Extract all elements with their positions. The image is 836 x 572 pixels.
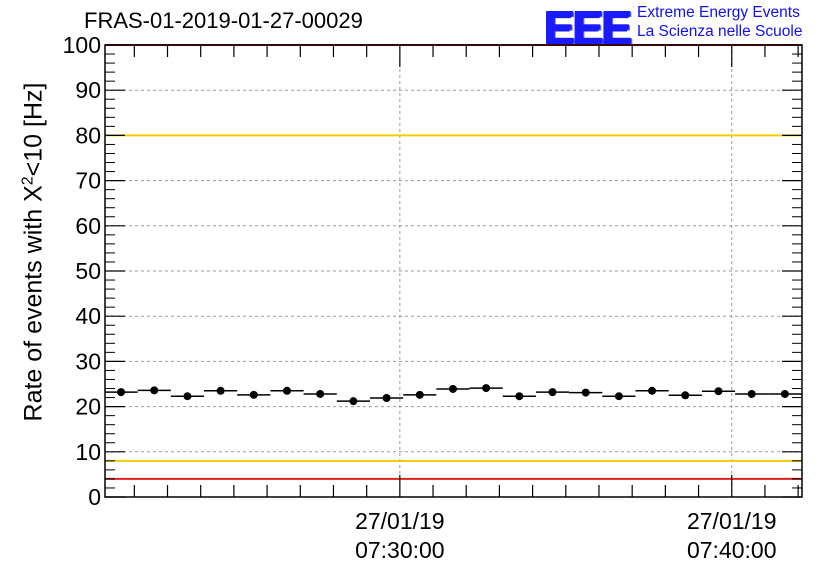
data-point — [382, 394, 391, 403]
data-point — [780, 389, 789, 398]
x-tick-date-label: 27/01/19 — [355, 508, 445, 534]
y-tick-label: 30 — [75, 348, 101, 374]
y-tick-label: 70 — [75, 168, 101, 194]
data-point — [150, 386, 159, 395]
y-tick-label: 10 — [75, 439, 101, 465]
data-points — [104, 384, 802, 406]
data-point — [714, 387, 723, 396]
chart-title: FRAS-01-2019-01-27-00029 — [84, 8, 363, 33]
data-point — [282, 386, 291, 395]
data-point — [349, 397, 358, 406]
y-tick-label: 90 — [75, 77, 101, 103]
logo-line-1: Extreme Energy Events — [637, 4, 800, 21]
logo-line-2: La Scienza nelle Scuole — [637, 23, 803, 40]
eee-logo-text: Extreme Energy Events La Scienza nelle S… — [637, 3, 802, 41]
y-tick-label: 0 — [88, 484, 101, 510]
grid-lines — [105, 45, 802, 497]
data-point — [117, 388, 126, 397]
y-tick-label: 20 — [75, 394, 101, 420]
x-tick-time-label: 07:30:00 — [355, 537, 445, 563]
data-point — [415, 390, 424, 399]
data-point — [747, 389, 756, 398]
reference-lines — [105, 44, 802, 480]
y-tick-label: 100 — [63, 32, 101, 58]
data-point — [681, 391, 690, 400]
data-point — [216, 386, 225, 395]
data-point — [183, 392, 192, 401]
data-point — [482, 384, 491, 393]
x-tick-time-label: 07:40:00 — [687, 537, 777, 563]
data-point — [515, 392, 524, 401]
plot-frame — [104, 44, 803, 498]
data-point — [548, 388, 557, 397]
y-tick-label: 60 — [75, 213, 101, 239]
y-tick-label: 50 — [75, 258, 101, 284]
y-tick-label: 40 — [75, 303, 101, 329]
data-point — [316, 389, 325, 398]
data-point — [448, 384, 457, 393]
data-point — [614, 392, 623, 401]
data-point — [648, 386, 657, 395]
y-tick-label: 80 — [75, 122, 101, 148]
tick-labels: 0 10 20 30 40 50 60 70 80 90 100 27/01/19 07:30:00 27… — [63, 32, 777, 563]
x-tick-date-label: 27/01/19 — [687, 508, 777, 534]
data-point — [249, 390, 258, 399]
data-point — [581, 388, 590, 397]
